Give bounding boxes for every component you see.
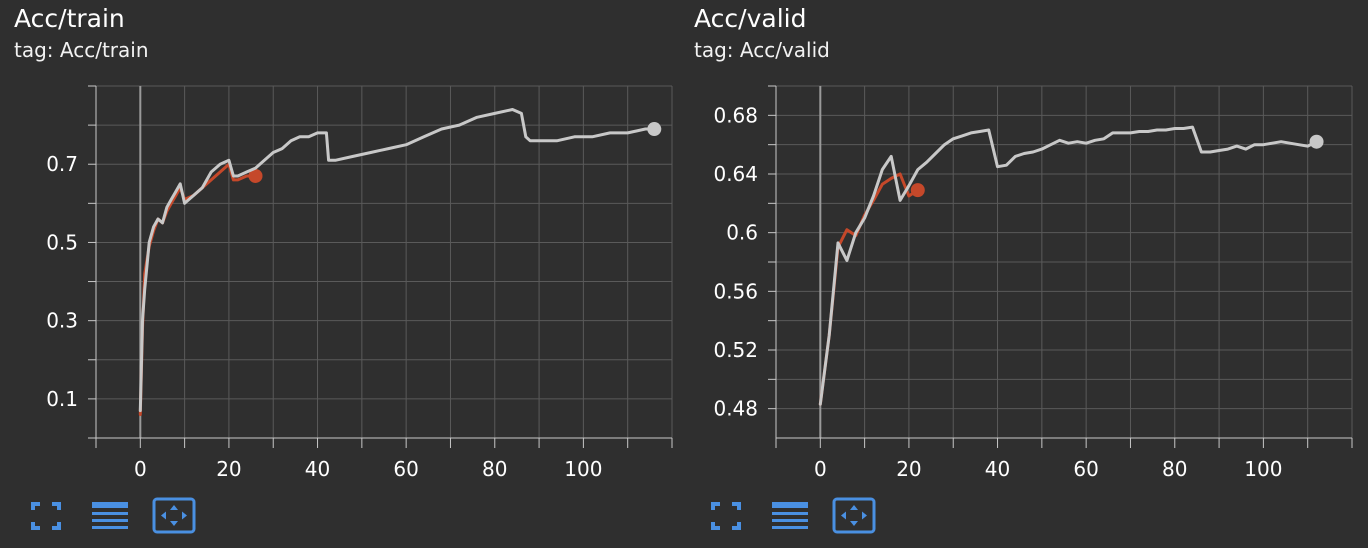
y-tick-label: 0.56	[713, 279, 758, 303]
y-tick-label: 0.6	[726, 221, 758, 245]
y-tick-label: 0.48	[713, 397, 758, 421]
chart-title: Acc/valid	[694, 4, 807, 33]
lines-icon	[772, 502, 808, 529]
y-tick-label: 0.1	[46, 387, 78, 411]
chart-subtitle: tag: Acc/train	[14, 38, 149, 62]
chart-card-valid: Acc/valid tag: Acc/valid 0 20 40 60 80 100 0.4…	[680, 0, 1360, 548]
x-tick-label: 40	[985, 457, 1010, 481]
x-tick-label: 0	[134, 457, 147, 481]
y-tick-label: 0.3	[46, 309, 78, 333]
toggle-lines-button[interactable]	[90, 496, 130, 536]
line-chart-valid[interactable]: 0 20 40 60 80 100 0.48 0.52 0.56 0.6 0.64 0.68	[680, 0, 1360, 490]
x-tick-label: 100	[1244, 457, 1282, 481]
series-endpoint-gray	[1309, 134, 1324, 149]
series-line-orange	[138, 162, 257, 416]
fullscreen-icon	[31, 502, 61, 530]
y-tick-label: 0.68	[713, 103, 758, 127]
x-tick-label: 0	[814, 457, 827, 481]
toggle-lines-button[interactable]	[770, 496, 810, 536]
x-tick-label: 20	[216, 457, 241, 481]
x-tick-label: 80	[482, 457, 507, 481]
x-tick-label: 40	[305, 457, 330, 481]
line-chart-train[interactable]: 0 20 40 60 80 100 0.1 0.3 0.5 0.7	[0, 0, 680, 490]
series-endpoint-orange	[910, 183, 925, 198]
y-tick-label: 0.5	[46, 230, 78, 254]
y-tick-label: 0.52	[713, 338, 758, 362]
fullscreen-button[interactable]	[708, 496, 744, 536]
series-line-gray	[138, 108, 656, 413]
y-tick-label: 0.7	[46, 152, 78, 176]
x-tick-label: 80	[1162, 457, 1187, 481]
lines-icon	[92, 502, 128, 529]
chart-card-train: Acc/train tag: Acc/train 0 20 40 60 80 100 0.1…	[0, 0, 680, 548]
x-tick-label: 100	[564, 457, 602, 481]
chart-title: Acc/train	[14, 4, 125, 33]
fit-domain-icon	[832, 497, 876, 534]
fit-domain-button[interactable]	[832, 496, 876, 536]
y-tick-label: 0.64	[713, 162, 758, 186]
series-endpoint-gray	[647, 122, 662, 137]
x-tick-label: 60	[393, 457, 418, 481]
chart-subtitle: tag: Acc/valid	[694, 38, 830, 62]
fullscreen-icon	[711, 502, 741, 530]
x-tick-label: 20	[896, 457, 921, 481]
fit-domain-button[interactable]	[152, 496, 196, 536]
fit-domain-icon	[152, 497, 196, 534]
series-endpoint-orange	[248, 168, 263, 183]
fullscreen-button[interactable]	[28, 496, 64, 536]
x-tick-label: 60	[1073, 457, 1098, 481]
series-line-gray	[818, 125, 1319, 406]
